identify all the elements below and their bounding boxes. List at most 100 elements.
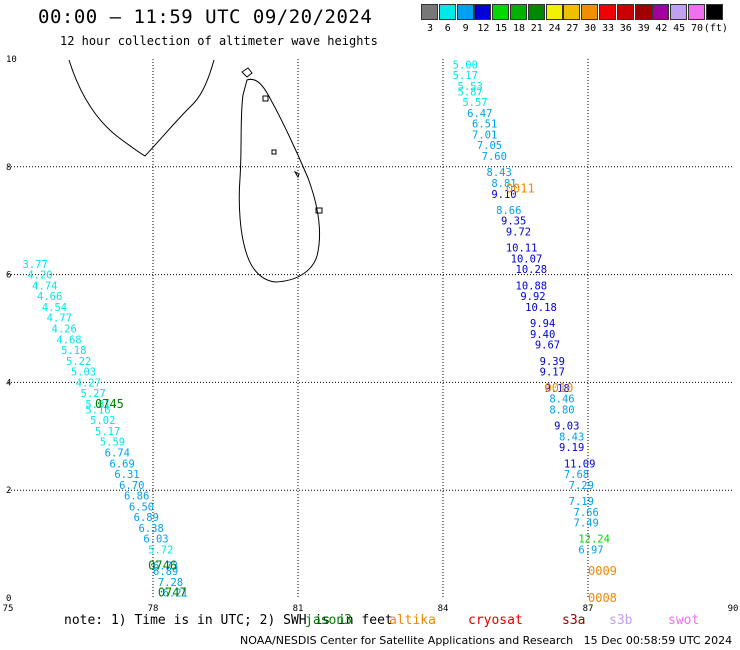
- wave-height-value: 6.86: [124, 491, 149, 503]
- wave-height-value: 6.89: [153, 566, 178, 578]
- satellite-key-jason3: jason3: [305, 613, 352, 628]
- legend-swatch: [616, 4, 634, 20]
- wave-height-value: 9.39: [540, 356, 565, 368]
- legend-label: 18: [512, 23, 526, 34]
- legend-label: 33: [601, 23, 615, 34]
- legend-swatch: [456, 4, 474, 20]
- wave-height-value: 6.89: [134, 512, 159, 524]
- wave-height-value: 6.47: [467, 108, 492, 120]
- y-tick-label: 0: [6, 594, 11, 604]
- wave-height-value: 9.10: [491, 189, 516, 201]
- legend-swatch: [581, 4, 599, 20]
- wave-height-value: 5.00: [453, 59, 478, 71]
- legend-swatch: [652, 4, 670, 20]
- wave-height-value: 10.07: [511, 253, 543, 265]
- legend-swatch: [545, 4, 563, 20]
- wave-height-value: 7.60: [482, 151, 507, 163]
- wave-height-value: 9.35: [501, 216, 526, 228]
- wave-height-value: 6.73: [153, 561, 178, 573]
- legend-label: 30: [584, 23, 597, 34]
- legend-swatch: [510, 4, 527, 20]
- wave-height-value: 10.18: [525, 302, 557, 314]
- wave-height-value: 6.51: [472, 119, 497, 131]
- wave-height-value: 6.97: [578, 544, 603, 556]
- wave-height-value: 5.02: [90, 415, 115, 427]
- wave-height-value: 5.72: [148, 544, 173, 556]
- legend-label: 21: [530, 23, 543, 34]
- wave-height-value: 4.68: [56, 334, 81, 346]
- wave-height-value: 6.21: [163, 588, 188, 600]
- wave-height-value: 6.03: [143, 534, 168, 546]
- wave-height-value: 9.92: [520, 291, 545, 303]
- legend-swatch: [527, 4, 545, 20]
- y-tick-label: 10: [6, 55, 17, 65]
- wave-height-value: 8.46: [549, 394, 574, 406]
- wave-height-value: 5.16: [85, 404, 110, 416]
- wave-height-value: 12.24: [578, 534, 610, 546]
- wave-height-value: 7.28: [158, 577, 183, 589]
- pass-time-label: 0010: [545, 381, 574, 395]
- pass-time-label: 0008: [588, 591, 617, 605]
- wave-height-value: 7.29: [569, 480, 594, 492]
- map-subtitle: 12 hour collection of altimeter wave hei…: [60, 34, 378, 48]
- islet-1: [241, 67, 253, 78]
- wave-height-value: 5.81: [85, 399, 110, 411]
- legend-swatch: [474, 4, 492, 20]
- wave-height-value: 9.72: [506, 226, 531, 238]
- legend-label: 3: [426, 23, 434, 34]
- legend-swatch: [438, 4, 456, 20]
- x-tick-label: 78: [148, 604, 159, 614]
- wave-height-value: 7.01: [472, 129, 497, 141]
- legend-label: 15: [495, 23, 508, 34]
- legend-swatch: [705, 4, 723, 20]
- legend-label: 24: [548, 23, 561, 34]
- wave-height-value: 5.03: [71, 367, 96, 379]
- x-tick-label: 90: [728, 604, 739, 614]
- altimeter-tracks: 3.774.204.744.664.544.774.264.685.185.22…: [23, 59, 617, 605]
- wave-height-value: 8.43: [559, 431, 584, 443]
- legend-label: 39: [637, 23, 650, 34]
- legend-label: 36: [619, 23, 632, 34]
- wave-height-value: 11.09: [564, 458, 596, 470]
- wave-height-value: 9.19: [559, 442, 584, 454]
- wave-height-value: 6.69: [110, 458, 135, 470]
- wave-height-value: 7.05: [477, 140, 502, 152]
- wave-height-value: 8.43: [487, 167, 512, 179]
- legend-swatch: [634, 4, 652, 20]
- map-grid: [8, 59, 733, 598]
- islet-3: [271, 149, 277, 155]
- legend-swatch: [421, 4, 438, 20]
- wave-height-value: 7.49: [574, 518, 599, 530]
- footer-credit: NOAA/NESDIS Center for Satellite Applica…: [240, 634, 733, 647]
- pass-time-label: 0745: [95, 397, 124, 411]
- wave-height-value: 4.66: [37, 291, 62, 303]
- legend-label: (ft): [703, 23, 728, 34]
- y-tick-label: 8: [6, 163, 11, 173]
- y-tick-label: 4: [6, 378, 11, 388]
- legend-label: 6: [444, 23, 451, 34]
- satellite-key-altika: altika: [389, 613, 436, 628]
- wave-height-value: 10.88: [516, 280, 548, 292]
- pass-time-label: 0747: [158, 586, 187, 600]
- pass-time-label: 0009: [588, 564, 617, 578]
- wave-height-value: 8.80: [549, 404, 574, 416]
- x-tick-label: 87: [583, 604, 594, 614]
- satellite-key-swot: swot: [668, 613, 700, 628]
- wave-height-value: 9.40: [530, 329, 555, 341]
- wave-height-value: 6.50: [129, 501, 154, 513]
- wave-height-value: 4.20: [27, 270, 52, 282]
- pass-time-label: 0011: [506, 181, 535, 195]
- wave-height-value: 9.18: [545, 383, 570, 395]
- legend-swatch: [599, 4, 616, 20]
- wave-height-value: 6.74: [105, 447, 130, 459]
- legend-swatch: [688, 4, 705, 20]
- wave-height-value: 4.74: [32, 280, 57, 292]
- wave-height-value: 5.53: [458, 81, 483, 93]
- wave-height-value: 7.66: [574, 507, 599, 519]
- wave-height-value: 10.28: [516, 264, 548, 276]
- wave-height-value: 10.11: [506, 243, 538, 255]
- wave-height-value: 6.31: [114, 469, 139, 481]
- islet-4: [315, 207, 323, 214]
- y-tick-label: 2: [6, 486, 11, 496]
